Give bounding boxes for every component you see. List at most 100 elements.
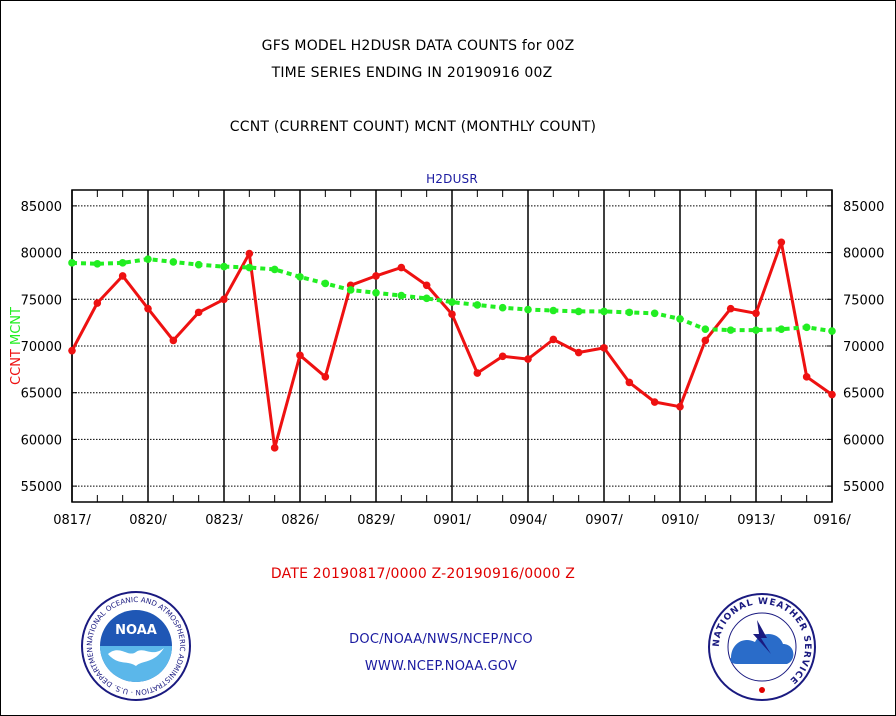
x-tick-label: 0913/ bbox=[737, 513, 775, 528]
date-range-label: DATE 20190817/0000 Z-20190916/0000 Z bbox=[270, 566, 576, 582]
data-point-mcnt bbox=[726, 326, 735, 334]
data-point-mcnt bbox=[397, 291, 406, 300]
data-point-mcnt bbox=[574, 307, 583, 316]
data-point-ccnt bbox=[752, 309, 760, 318]
data-point-mcnt bbox=[321, 279, 330, 288]
y-tick-label-right: 60000 bbox=[843, 433, 884, 448]
x-tick-label: 0823/ bbox=[205, 513, 243, 528]
data-point-ccnt bbox=[701, 336, 710, 345]
data-point-mcnt bbox=[498, 303, 507, 312]
data-point-mcnt bbox=[524, 305, 532, 314]
data-point-mcnt bbox=[828, 327, 836, 335]
data-point-mcnt bbox=[752, 326, 760, 334]
x-tick-label: 0820/ bbox=[129, 513, 167, 528]
data-point-mcnt bbox=[549, 306, 558, 315]
data-point-mcnt bbox=[777, 325, 786, 333]
data-point-ccnt bbox=[144, 304, 152, 313]
x-tick-label: 0904/ bbox=[509, 513, 547, 528]
y-tick-label-right: 55000 bbox=[843, 480, 884, 495]
footer-org-path: DOC/NOAA/NWS/NCEP/NCO bbox=[349, 632, 533, 647]
noaa-logo: NATIONAL OCEANIC AND ATMOSPHERIC ADMINIS… bbox=[80, 590, 191, 701]
x-tick-label: 0916/ bbox=[813, 513, 851, 528]
chart-title-line1: GFS MODEL H2DUSR DATA COUNTS for 00Z bbox=[261, 38, 575, 54]
y-tick-label-right: 75000 bbox=[843, 293, 884, 308]
data-point-ccnt bbox=[220, 295, 228, 304]
data-point-ccnt bbox=[93, 299, 102, 307]
data-point-mcnt bbox=[802, 323, 811, 332]
data-point-mcnt bbox=[118, 259, 127, 267]
nws-logo: NATIONAL WEATHER SERVICE bbox=[708, 593, 816, 701]
x-tick-label: 0901/ bbox=[433, 513, 471, 528]
data-point-ccnt bbox=[422, 281, 431, 290]
data-point-ccnt bbox=[473, 369, 482, 377]
data-point-mcnt bbox=[169, 258, 178, 266]
data-point-ccnt bbox=[498, 352, 507, 361]
data-point-mcnt bbox=[270, 265, 279, 274]
panel-title: H2DUSR bbox=[426, 172, 478, 186]
data-point-ccnt bbox=[524, 355, 532, 363]
data-point-ccnt bbox=[372, 272, 380, 280]
chart-subtitle: CCNT (CURRENT COUNT) MCNT (MONTHLY COUNT… bbox=[229, 119, 597, 135]
data-point-ccnt bbox=[194, 308, 203, 317]
y-tick-label-left: 70000 bbox=[21, 340, 62, 355]
data-point-ccnt bbox=[448, 310, 456, 319]
data-point-mcnt bbox=[346, 286, 355, 294]
y-axis-label-ccnt: CCNT bbox=[9, 349, 24, 385]
data-point-mcnt bbox=[194, 260, 203, 269]
y-tick-label-right: 70000 bbox=[843, 340, 884, 355]
data-point-ccnt bbox=[245, 249, 254, 258]
data-point-mcnt bbox=[650, 309, 659, 318]
y-tick-label-right: 80000 bbox=[843, 247, 884, 262]
data-point-ccnt bbox=[169, 336, 178, 345]
y-tick-label-left: 55000 bbox=[21, 480, 62, 495]
data-point-mcnt bbox=[220, 262, 228, 271]
data-point-ccnt bbox=[68, 346, 76, 355]
y-tick-label-left: 60000 bbox=[21, 433, 62, 448]
data-point-ccnt bbox=[777, 238, 786, 247]
y-tick-label-left: 85000 bbox=[21, 200, 62, 215]
x-tick-label: 0829/ bbox=[357, 513, 395, 528]
y-tick-label-left: 75000 bbox=[21, 293, 62, 308]
data-point-ccnt bbox=[828, 390, 836, 399]
data-point-ccnt bbox=[574, 348, 583, 357]
x-tick-label: 0910/ bbox=[661, 513, 699, 528]
data-point-mcnt bbox=[422, 294, 431, 303]
data-point-mcnt bbox=[296, 273, 304, 281]
data-point-mcnt bbox=[144, 255, 152, 263]
data-point-ccnt bbox=[726, 304, 735, 313]
data-point-mcnt bbox=[93, 259, 102, 268]
chart-title-line2: TIME SERIES ENDING IN 20190916 00Z bbox=[271, 65, 553, 81]
noaa-center-text: NOAA bbox=[115, 623, 157, 638]
data-point-ccnt bbox=[321, 373, 330, 381]
y-axis-label-mcnt: MCNT bbox=[9, 307, 24, 349]
data-point-ccnt bbox=[296, 351, 304, 360]
data-point-mcnt bbox=[372, 288, 380, 297]
data-point-ccnt bbox=[802, 373, 811, 381]
data-point-mcnt bbox=[473, 301, 482, 309]
y-axis-label: CCNT MCNT bbox=[9, 307, 24, 385]
data-point-mcnt bbox=[676, 315, 684, 323]
y-tick-label-right: 85000 bbox=[843, 200, 884, 215]
data-point-ccnt bbox=[118, 272, 127, 280]
data-point-ccnt bbox=[549, 335, 558, 344]
data-point-ccnt bbox=[625, 378, 634, 387]
data-point-ccnt bbox=[397, 263, 406, 272]
data-point-ccnt bbox=[676, 402, 684, 411]
data-point-mcnt bbox=[701, 325, 710, 333]
data-point-mcnt bbox=[625, 308, 634, 317]
x-tick-label: 0817/ bbox=[53, 513, 91, 528]
data-point-ccnt bbox=[270, 444, 279, 452]
data-point-mcnt bbox=[600, 307, 608, 316]
y-tick-label-left: 65000 bbox=[21, 387, 62, 402]
data-point-mcnt bbox=[245, 263, 254, 272]
x-tick-label: 0907/ bbox=[585, 513, 623, 528]
data-point-ccnt bbox=[650, 398, 659, 406]
y-tick-label-right: 65000 bbox=[843, 387, 884, 402]
data-point-mcnt bbox=[448, 298, 456, 306]
x-tick-label: 0826/ bbox=[281, 513, 319, 528]
y-tick-label-left: 80000 bbox=[21, 247, 62, 262]
footer-website: WWW.NCEP.NOAA.GOV bbox=[364, 659, 518, 674]
data-point-ccnt bbox=[600, 344, 608, 352]
data-point-mcnt bbox=[68, 259, 76, 267]
